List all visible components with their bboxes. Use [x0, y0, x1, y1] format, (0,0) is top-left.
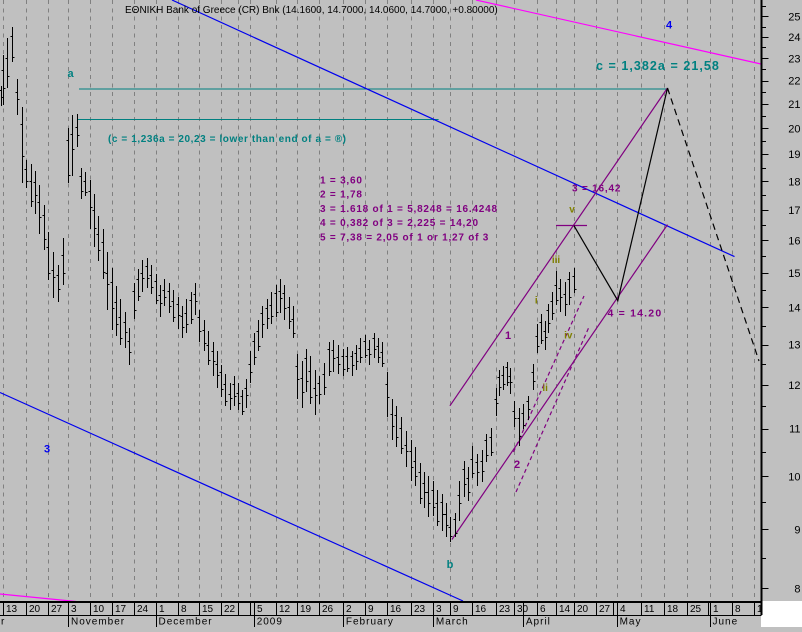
- svg-text:13: 13: [6, 604, 18, 615]
- svg-text:18: 18: [788, 176, 800, 188]
- svg-text:27: 27: [599, 604, 611, 615]
- svg-text:5: 5: [257, 604, 263, 615]
- svg-text:25: 25: [788, 11, 800, 23]
- svg-text:c = 1,382a = 21,58: c = 1,382a = 21,58: [596, 59, 720, 73]
- svg-text:1 = 3,60: 1 = 3,60: [320, 176, 363, 187]
- svg-text:20: 20: [788, 123, 800, 135]
- svg-text:iii: iii: [552, 255, 561, 266]
- svg-text:11: 11: [644, 604, 655, 615]
- svg-text:2: 2: [346, 604, 352, 615]
- svg-text:22: 22: [788, 76, 800, 88]
- svg-text:r: r: [1, 617, 5, 628]
- svg-text:v: v: [569, 205, 575, 216]
- svg-text:2009: 2009: [257, 617, 283, 628]
- svg-text:3 = 1.618 of 1 = 5,8248 = 16.4: 3 = 1.618 of 1 = 5,8248 = 16.4248: [320, 204, 498, 215]
- svg-text:19: 19: [788, 149, 800, 161]
- svg-text:26: 26: [322, 604, 334, 615]
- svg-text:30: 30: [517, 604, 529, 615]
- svg-text:b: b: [447, 559, 454, 571]
- svg-text:a: a: [67, 68, 74, 80]
- svg-text:16: 16: [475, 604, 487, 615]
- svg-text:19: 19: [300, 604, 312, 615]
- svg-text:1: 1: [505, 330, 511, 342]
- svg-text:iv: iv: [564, 331, 573, 342]
- svg-text:27: 27: [51, 604, 63, 615]
- svg-text:i: i: [535, 296, 538, 307]
- svg-text:25: 25: [690, 604, 702, 615]
- svg-text:10: 10: [93, 604, 105, 615]
- svg-text:15: 15: [788, 268, 800, 280]
- svg-text:12: 12: [279, 604, 291, 615]
- svg-text:10: 10: [788, 471, 800, 483]
- svg-text:3 = 16,42: 3 = 16,42: [572, 184, 621, 195]
- svg-text:8: 8: [794, 583, 800, 595]
- svg-text:23: 23: [414, 604, 426, 615]
- svg-text:13: 13: [788, 340, 800, 352]
- svg-text:3: 3: [44, 444, 50, 456]
- svg-text:4 = 0,382 of 3 = 2,225 = 14,2: 4 = 0,382 of 3 = 2,225 = 14,20: [320, 218, 479, 229]
- svg-text:23: 23: [788, 53, 800, 65]
- svg-text:9: 9: [368, 604, 374, 615]
- svg-text:17: 17: [788, 205, 800, 217]
- svg-text:April: April: [526, 617, 551, 628]
- svg-text:16: 16: [390, 604, 402, 615]
- svg-text:(c = 1,236a = 20,23 = lower th: (c = 1,236a = 20,23 = lower than end of …: [108, 134, 347, 145]
- svg-text:8: 8: [181, 604, 187, 615]
- svg-text:9: 9: [794, 524, 800, 536]
- svg-text:2: 2: [514, 459, 520, 471]
- svg-text:24: 24: [137, 604, 149, 615]
- svg-text:4: 4: [620, 604, 626, 615]
- svg-text:ii: ii: [542, 383, 548, 394]
- svg-text:4 = 14.20: 4 = 14.20: [608, 308, 663, 320]
- svg-text:20: 20: [577, 604, 589, 615]
- svg-text:18: 18: [667, 604, 679, 615]
- svg-text:14: 14: [559, 604, 571, 615]
- svg-text:15: 15: [202, 604, 214, 615]
- svg-text:22: 22: [224, 604, 236, 615]
- svg-text:21: 21: [788, 99, 800, 111]
- svg-text:3: 3: [436, 604, 442, 615]
- svg-text:December: December: [159, 617, 213, 628]
- svg-text:1: 1: [757, 604, 763, 615]
- svg-text:1: 1: [713, 604, 719, 615]
- svg-text:March: March: [436, 617, 469, 628]
- svg-text:16: 16: [788, 235, 800, 247]
- svg-text:February: February: [346, 617, 394, 628]
- svg-text:11: 11: [789, 424, 800, 436]
- svg-text:November: November: [71, 617, 125, 628]
- svg-text:1: 1: [159, 604, 165, 615]
- svg-text:May: May: [620, 617, 642, 628]
- svg-text:23: 23: [499, 604, 511, 615]
- svg-text:20: 20: [29, 604, 41, 615]
- svg-text:2 = 1,78: 2 = 1,78: [320, 190, 363, 201]
- svg-text:24: 24: [788, 32, 800, 44]
- svg-text:6: 6: [540, 604, 546, 615]
- svg-text:9: 9: [453, 604, 459, 615]
- svg-text:5 = 7,38 = 2,05 of 1 or 1,27 o: 5 = 7,38 = 2,05 of 1 or 1,27 of 3: [320, 232, 489, 243]
- svg-text:14: 14: [788, 302, 800, 314]
- svg-text:June: June: [713, 617, 739, 628]
- svg-text:12: 12: [788, 380, 800, 392]
- svg-text:4: 4: [666, 20, 673, 32]
- svg-text:17: 17: [115, 604, 127, 615]
- svg-text:EΘNIKH Bank of Greece (CR) Bnk: EΘNIKH Bank of Greece (CR) Bnk (14.1600,…: [125, 5, 498, 16]
- svg-text:8: 8: [735, 604, 741, 615]
- svg-text:3: 3: [71, 604, 77, 615]
